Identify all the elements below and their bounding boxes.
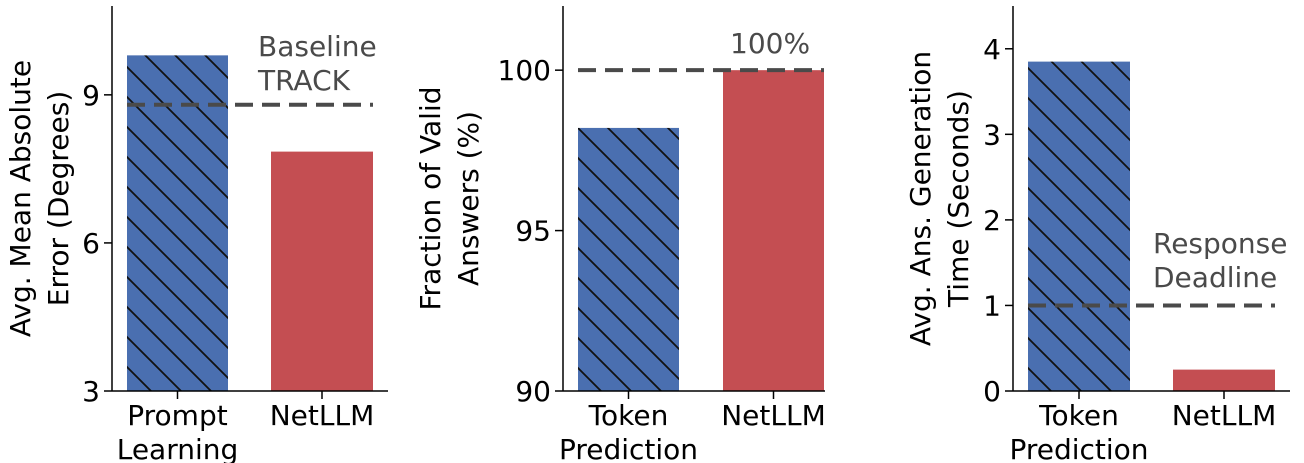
y-tick-label: 6 [82,227,100,260]
y-tick-label: 95 [515,215,551,248]
x-tick-label: Prediction [559,433,698,463]
x-tick-label: Learning [117,433,239,463]
y-tick-label: 3 [82,375,100,408]
x-tick-label: Token [588,399,669,432]
x-tick-label: Prompt [127,399,227,432]
y-axis-title: Avg. Mean Absolute [4,60,37,337]
x-tick-label: NetLLM [270,399,375,432]
bar-baseline [127,55,228,391]
x-tick-label: Prediction [1009,433,1148,463]
bar-baseline [1028,61,1130,391]
y-tick-label: 1 [983,289,1001,322]
x-tick-label: NetLLM [1172,399,1277,432]
y-tick-label: 4 [983,33,1001,66]
y-tick-label: 9 [82,79,100,112]
y-tick-label: 0 [983,375,1001,408]
reference-line-label: TRACK [257,64,351,97]
reference-line-label: 100% [730,27,810,60]
reference-line-label: Response [1153,227,1287,260]
bar-netllm [723,70,824,392]
y-axis-title: Time (Seconds) [942,90,975,308]
y-tick-label: 3 [983,118,1001,151]
reference-line-label: Deadline [1153,261,1277,294]
reference-line-label: Baseline [258,30,377,63]
bar-netllm [271,151,373,391]
y-axis-title: Fraction of Valid [414,86,447,310]
x-tick-label: NetLLM [721,399,826,432]
x-tick-label: Token [1038,399,1119,432]
y-axis-title: Avg. Ans. Generation [904,51,937,346]
y-tick-label: 90 [515,375,551,408]
bar-netllm [1173,369,1275,391]
y-tick-label: 100 [498,54,551,87]
bar-baseline [578,127,679,392]
y-tick-label: 2 [983,204,1001,237]
y-axis-title: Error (Degrees) [42,91,75,307]
y-axis-title: Answers (%) [452,111,485,286]
